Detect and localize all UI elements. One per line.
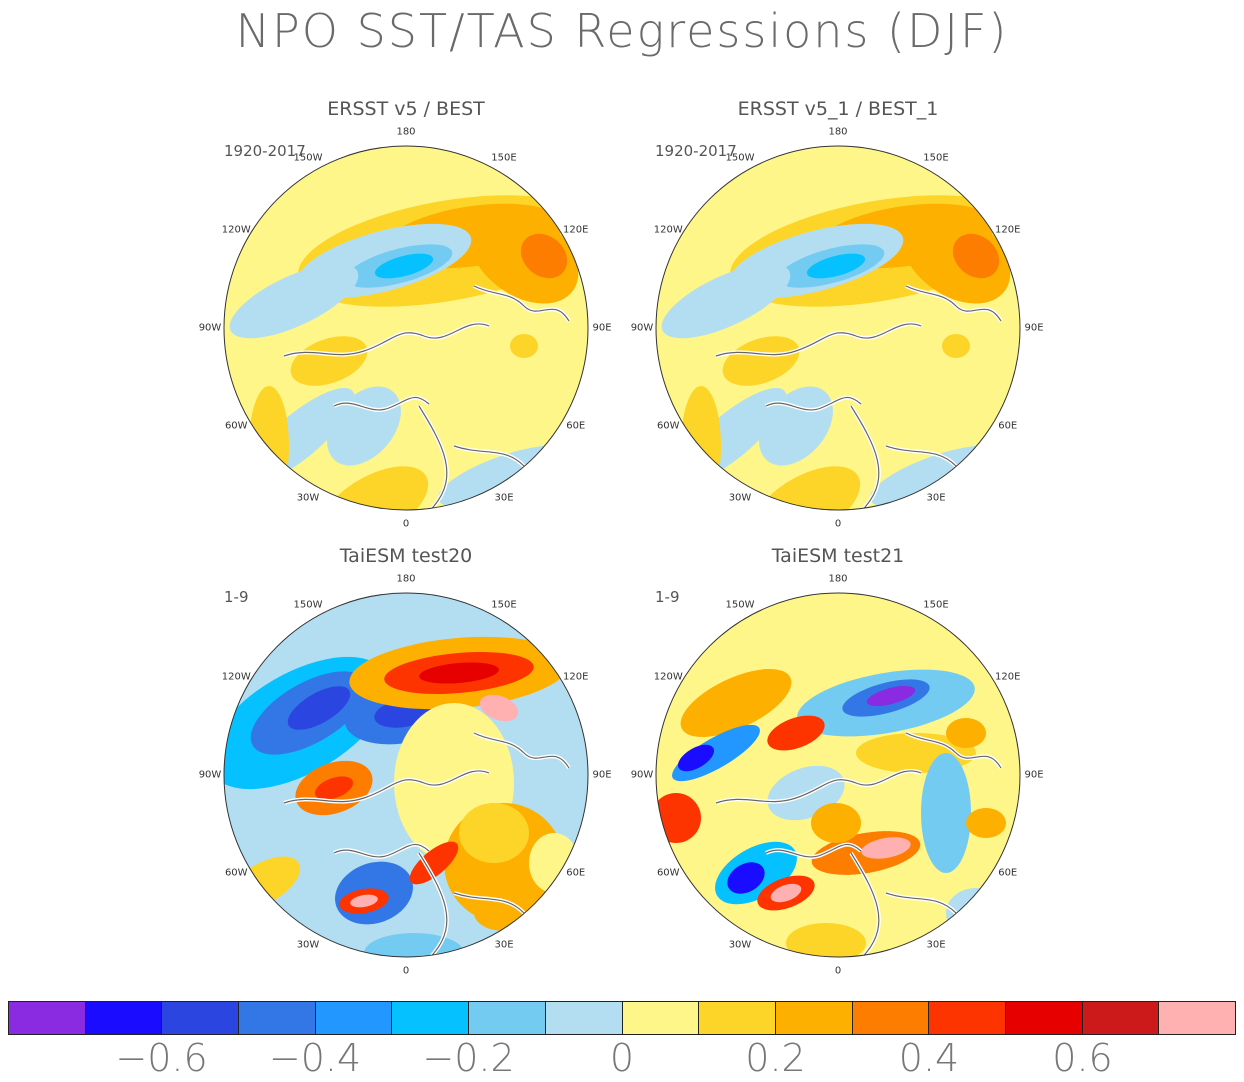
longitude-label: 90E (592, 769, 612, 781)
colorbar-swatch (9, 1002, 86, 1034)
longitude-label: 120E (563, 224, 589, 236)
longitude-label: 150E (491, 599, 517, 611)
polar-map (223, 592, 589, 958)
colorbar-tick-label: −0.6 (115, 1036, 208, 1080)
longitude-label: 30E (494, 939, 514, 951)
panel-title: ERSST v5_1 / BEST_1 (737, 98, 939, 120)
longitude-label: 60E (566, 420, 586, 432)
longitude-label: 30W (728, 492, 752, 504)
colorbar-swatch (775, 1002, 853, 1034)
colorbar-swatch (1005, 1002, 1083, 1034)
colorbar-swatch (315, 1002, 393, 1034)
map-panel-taiesm-test21: TaiESM test21 180 150E 120E 90E 60E 30E 0 30W 60… (628, 545, 1048, 977)
figure-title: NPO SST/TAS Regressions (DJF) (235, 4, 1009, 58)
longitude-label: 150E (923, 599, 949, 611)
longitude-label: 120W (221, 671, 251, 683)
longitude-label: 60W (656, 867, 680, 879)
longitude-label: 90W (630, 322, 654, 334)
colorbar-tick-label: −0.2 (422, 1036, 515, 1080)
longitude-label: 150E (923, 152, 949, 164)
colorbar-swatch (1082, 1002, 1160, 1034)
longitude-label: 60E (566, 867, 586, 879)
polar-map (655, 145, 1021, 511)
longitude-label: 120E (995, 224, 1021, 236)
longitude-label: 150W (293, 599, 323, 611)
longitude-label: 180 (396, 126, 416, 138)
colorbar-swatch (469, 1002, 546, 1034)
longitude-label: 30E (494, 492, 514, 504)
colorbar-tick-label: 0.6 (1052, 1036, 1113, 1080)
longitude-label: 120E (995, 671, 1021, 683)
polar-map (655, 592, 1021, 958)
longitude-label: 120W (653, 224, 683, 236)
longitude-label: 30W (728, 939, 752, 951)
panel-title: ERSST v5 / BEST (327, 98, 485, 120)
period-label: 1-9 (224, 588, 249, 606)
longitude-label: 120W (221, 224, 251, 236)
longitude-label: 120W (653, 671, 683, 683)
longitude-label: 90E (592, 322, 612, 334)
longitude-label: 30E (926, 939, 946, 951)
colorbar-swatch (239, 1002, 316, 1034)
colorbar-swatch (162, 1002, 240, 1034)
longitude-label: 0 (402, 518, 410, 530)
longitude-label: 0 (834, 518, 842, 530)
map-panel-taiesm-test20: TaiESM test20 180 150E 120E 90E 60E 30E 0 30W 60… (196, 545, 616, 977)
colorbar-tick-label: −0.4 (268, 1036, 362, 1080)
colorbar-swatch (545, 1002, 623, 1034)
longitude-label: 30E (926, 492, 946, 504)
colorbar-swatch (929, 1002, 1006, 1034)
longitude-label: 180 (828, 573, 848, 585)
longitude-label: 180 (828, 126, 848, 138)
longitude-label: 0 (402, 965, 410, 977)
longitude-label: 60E (998, 867, 1018, 879)
longitude-label: 150W (293, 152, 323, 164)
longitude-label: 150W (725, 599, 755, 611)
colorbar-tick-label: 0.4 (898, 1036, 960, 1080)
period-label: 1-9 (655, 588, 680, 606)
longitude-label: 30W (296, 492, 320, 504)
longitude-label: 30W (296, 939, 320, 951)
map-panel-ersst-v5: ERSST v5 / BEST 180 150E 120E 90E 60E 30E 0 30W… (196, 98, 616, 530)
colorbar-swatch (622, 1002, 700, 1034)
longitude-label: 90W (198, 769, 222, 781)
colorbar-tick-label: 0 (609, 1036, 635, 1080)
map-panel-ersst-v5-1: ERSST v5_1 / BEST_1 180 150E 120E 90E 60E 30E… (628, 98, 1048, 530)
colorbar-swatch (85, 1002, 163, 1034)
longitude-label: 180 (396, 573, 416, 585)
period-label: 1920-2017 (655, 142, 737, 160)
panel-title: TaiESM test21 (771, 545, 905, 567)
longitude-label: 90W (630, 769, 654, 781)
colorbar-swatch (699, 1002, 776, 1034)
longitude-label: 90E (1024, 769, 1044, 781)
colorbar-swatch (392, 1002, 470, 1034)
longitude-label: 60W (656, 420, 680, 432)
period-label: 1920-2017 (224, 142, 306, 160)
longitude-label: 120E (563, 671, 589, 683)
colorbar-swatch (1159, 1002, 1235, 1034)
colorbar (8, 1001, 1236, 1035)
panel-title: TaiESM test20 (339, 545, 473, 567)
longitude-label: 150W (725, 152, 755, 164)
longitude-label: 60E (998, 420, 1018, 432)
colorbar-swatch (852, 1002, 930, 1034)
colorbar-tick-label: 0.2 (745, 1036, 806, 1080)
longitude-label: 90E (1024, 322, 1044, 334)
longitude-label: 0 (834, 965, 842, 977)
longitude-label: 60W (224, 420, 248, 432)
polar-map (223, 145, 589, 511)
longitude-label: 90W (198, 322, 222, 334)
longitude-label: 150E (491, 152, 517, 164)
longitude-label: 60W (224, 867, 248, 879)
